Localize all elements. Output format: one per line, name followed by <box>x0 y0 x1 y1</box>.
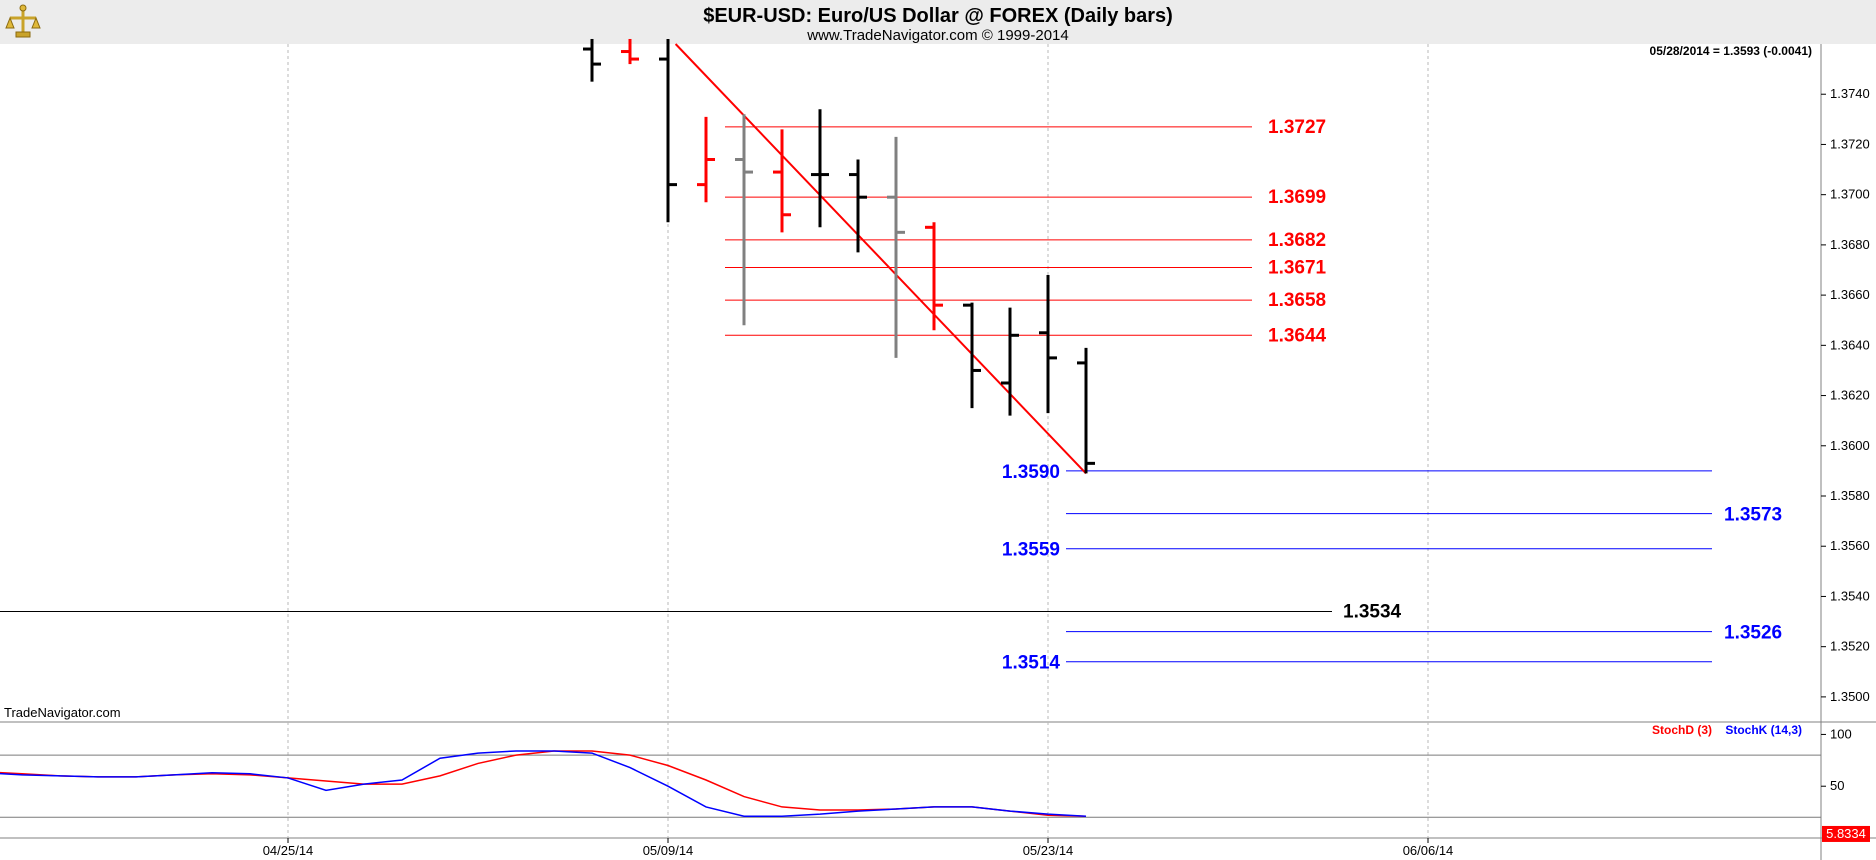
pivot-label: 1.3534 <box>1343 602 1402 623</box>
resistance-label: 1.3644 <box>1268 325 1327 346</box>
ohlc-bar <box>1077 347 1095 474</box>
stochastic-panel <box>0 750 1821 818</box>
stoch-series-line <box>0 750 1087 817</box>
y-tick-label: 1.3500 <box>1830 689 1870 704</box>
y-tick-label: 1.3680 <box>1830 237 1870 252</box>
resistance-label: 1.3658 <box>1268 290 1326 311</box>
ohlc-bar <box>659 38 677 223</box>
legend-stochd: StochD (3) <box>1652 723 1712 737</box>
ohlc-bar <box>621 38 639 65</box>
legend-stochk: StochK (14,3) <box>1725 723 1802 737</box>
chart-subtitle: www.TradeNavigator.com © 1999-2014 <box>806 27 1068 44</box>
chart-title: $EUR-USD: Euro/US Dollar @ FOREX (Daily … <box>703 5 1173 27</box>
x-tick-label: 05/09/14 <box>643 843 694 858</box>
price-panel <box>0 44 1821 722</box>
ohlc-bar <box>887 136 905 358</box>
x-tick-label: 04/25/14 <box>263 843 314 858</box>
x-tick-label: 05/23/14 <box>1023 843 1074 858</box>
stoch-series-line <box>0 750 1087 817</box>
x-axis: 04/25/14 05/09/14 05/23/14 06/06/14 <box>263 838 1454 858</box>
support-label: 1.3514 <box>1002 653 1061 674</box>
ohlc-bar <box>849 159 867 253</box>
header-band <box>0 0 1876 44</box>
resistance-label: 1.3671 <box>1268 257 1327 278</box>
tradenavigator-logo <box>4 4 42 38</box>
stoch-last-value-label: 5.8334 <box>1826 826 1866 841</box>
support-label: 1.3573 <box>1724 505 1782 526</box>
y-tick-label: 1.3660 <box>1830 287 1870 302</box>
resistance-label: 1.3727 <box>1268 117 1326 138</box>
stoch-last-value-flag <box>1822 825 1870 842</box>
y-tick-label: 1.3720 <box>1830 136 1870 151</box>
resistance-label: 1.3682 <box>1268 230 1326 251</box>
y-tick-label: 1.3740 <box>1830 86 1870 101</box>
y-tick-label: 1.3540 <box>1830 588 1870 603</box>
stoch-tick-label: 50 <box>1830 778 1844 793</box>
last-quote-label: 05/28/2014 = 1.3593 (-0.0041) <box>1650 44 1812 58</box>
ohlc-bar <box>735 114 753 326</box>
support-label: 1.3590 <box>1002 462 1060 483</box>
ohlc-bar <box>963 302 981 409</box>
ohlc-bar <box>773 129 791 233</box>
support-label: 1.3559 <box>1002 540 1060 561</box>
ohlc-bar <box>811 109 829 228</box>
x-tick-label: 06/06/14 <box>1403 843 1454 858</box>
y-tick-label: 1.3580 <box>1830 488 1870 503</box>
ohlc-bar <box>697 116 715 203</box>
y-tick-label: 1.3600 <box>1830 438 1870 453</box>
ohlc-bar <box>1039 275 1057 414</box>
y-tick-label: 1.3620 <box>1830 388 1870 403</box>
ohlc-bar <box>925 222 943 331</box>
watermark-label: TradeNavigator.com <box>4 705 121 720</box>
y-tick-label: 1.3700 <box>1830 187 1870 202</box>
price-y-axis: 1.3740 1.3720 1.3700 1.3680 1.3660 1.3640 1.36… <box>1821 86 1870 704</box>
y-tick-label: 1.3560 <box>1830 538 1870 553</box>
ohlc-bar <box>1001 307 1019 416</box>
ohlc-bars <box>583 38 1095 474</box>
price-levels: 1.3727 1.3699 1.3682 1.3671 1.3658 1.3644 1.35… <box>0 117 1782 674</box>
support-label: 1.3526 <box>1724 623 1782 644</box>
ohlc-bar <box>583 38 601 82</box>
stoch-tick-label: 100 <box>1830 726 1852 741</box>
y-tick-label: 1.3520 <box>1830 639 1870 654</box>
resistance-label: 1.3699 <box>1268 187 1326 208</box>
y-tick-label: 1.3640 <box>1830 337 1870 352</box>
stochastic-y-axis: 100 50 5.8334 <box>1821 726 1870 842</box>
